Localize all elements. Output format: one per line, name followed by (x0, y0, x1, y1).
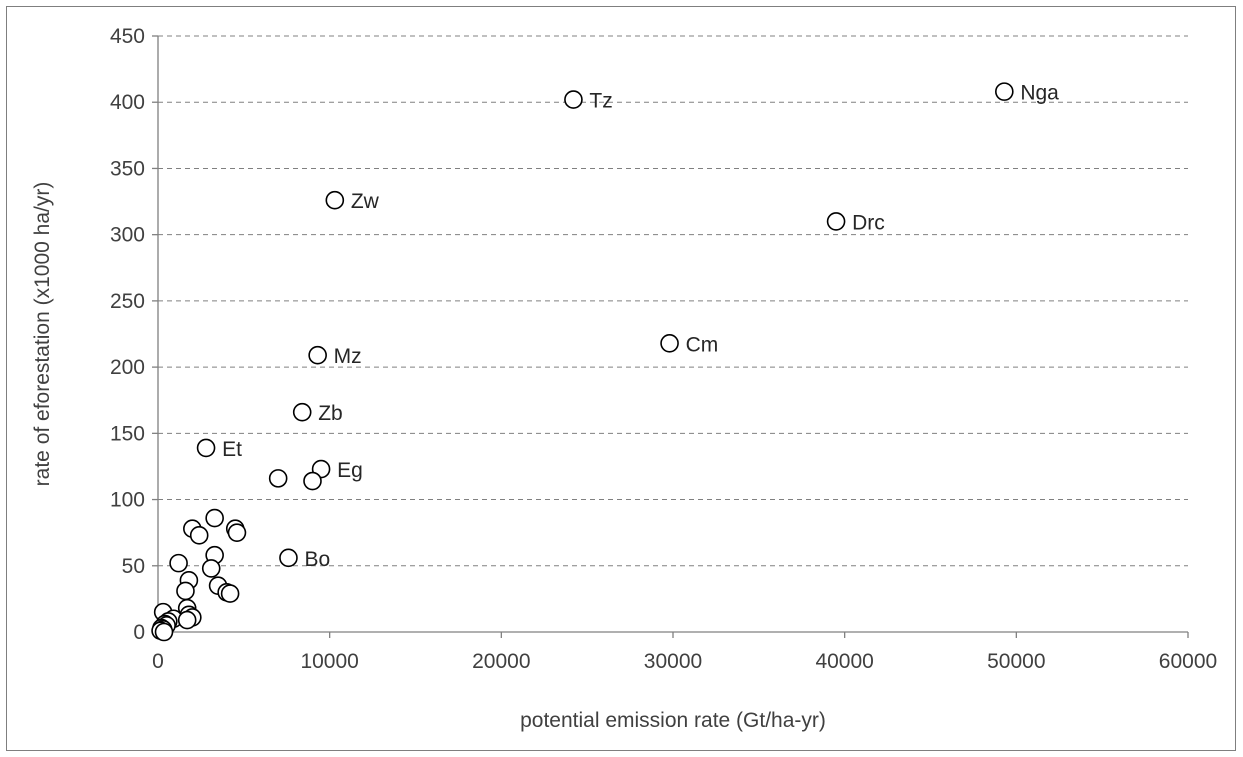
x-tick-label: 20000 (472, 650, 530, 673)
point-label: Mz (334, 345, 362, 368)
data-point (268, 469, 288, 488)
data-point (220, 584, 240, 603)
data-points (151, 82, 1014, 642)
point-labels: Nga Tz Zw Drc Cm Mz Zb Et Eg Bo (222, 82, 1059, 571)
data-point (176, 581, 195, 601)
data-point (205, 508, 224, 528)
gridlines (158, 35, 1188, 567)
data-point (303, 471, 322, 491)
data-point (826, 212, 846, 231)
y-tick-label: 50 (122, 555, 145, 578)
y-axis-title: rate of eforestation (x1000 ha/yr) (31, 182, 54, 487)
data-point (201, 559, 221, 578)
y-tick-label: 400 (110, 91, 145, 114)
x-tick-label: 40000 (815, 650, 873, 673)
point-label: Drc (852, 211, 885, 234)
y-tick-label: 200 (110, 356, 145, 379)
y-tick-label: 450 (110, 25, 145, 48)
data-point (189, 526, 209, 545)
data-point (995, 82, 1014, 101)
x-tick-label: 0 (152, 650, 164, 673)
tick-labels: 0 50 100 150 200 250 300 350 400 450 0 10000 20000 30… (110, 25, 1217, 673)
data-point (169, 553, 188, 573)
x-tick-label: 60000 (1159, 650, 1217, 673)
x-tick-label: 50000 (987, 650, 1045, 673)
data-point (660, 333, 679, 353)
data-point (325, 190, 345, 210)
y-tick-label: 250 (110, 290, 145, 313)
chart-frame (6, 6, 1236, 751)
point-label: Tz (589, 90, 612, 113)
x-axis-title: potential emission rate (Gt/ha-yr) (520, 709, 826, 732)
point-label: Zb (318, 402, 343, 425)
data-point (279, 548, 298, 568)
y-tick-label: 0 (133, 621, 145, 644)
data-point (292, 402, 312, 422)
x-tick-label: 10000 (300, 650, 358, 673)
data-point (227, 523, 247, 542)
point-label: Et (222, 438, 242, 461)
y-tick-label: 300 (110, 224, 145, 247)
point-label: Eg (337, 459, 363, 482)
data-point (564, 90, 583, 109)
axes (152, 35, 1189, 638)
data-point (308, 345, 327, 365)
point-label: Bo (304, 548, 330, 571)
y-tick-label: 350 (110, 157, 145, 180)
y-tick-label: 100 (110, 489, 145, 512)
point-label: Zw (351, 190, 380, 213)
y-tick-label: 150 (110, 422, 145, 445)
data-point (196, 438, 216, 458)
point-label: Cm (686, 333, 719, 356)
data-point (154, 622, 174, 642)
point-label: Nga (1020, 82, 1059, 105)
x-tick-label: 30000 (644, 650, 702, 673)
data-point (177, 610, 197, 630)
